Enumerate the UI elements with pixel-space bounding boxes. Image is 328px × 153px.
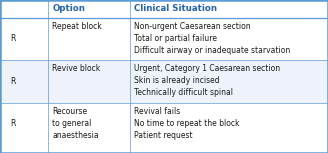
- Text: Option: Option: [52, 4, 85, 13]
- Text: Revive block: Revive block: [52, 65, 101, 73]
- Text: Technically difficult spinal: Technically difficult spinal: [134, 88, 234, 97]
- Text: R: R: [10, 77, 15, 86]
- Text: Difficult airway or inadequate starvation: Difficult airway or inadequate starvatio…: [134, 46, 291, 55]
- Text: anaesthesia: anaesthesia: [52, 131, 99, 140]
- Bar: [0, 103, 328, 145]
- Text: Patient request: Patient request: [134, 131, 193, 140]
- Text: Repeat block: Repeat block: [52, 22, 102, 31]
- Text: Total or partial failure: Total or partial failure: [134, 34, 217, 43]
- Text: R: R: [10, 119, 15, 128]
- Bar: [0, 60, 328, 103]
- Text: Urgent, Category 1 Caesarean section: Urgent, Category 1 Caesarean section: [134, 65, 281, 73]
- Text: No time to repeat the block: No time to repeat the block: [134, 119, 240, 128]
- Text: Recourse: Recourse: [52, 107, 88, 116]
- Bar: [0, 18, 328, 60]
- Text: Revival fails: Revival fails: [134, 107, 181, 116]
- Text: Clinical Situation: Clinical Situation: [134, 4, 217, 13]
- Text: Skin is already incised: Skin is already incised: [134, 76, 220, 85]
- Text: Non-urgent Caesarean section: Non-urgent Caesarean section: [134, 22, 251, 31]
- Text: R: R: [10, 34, 15, 43]
- Text: to general: to general: [52, 119, 92, 128]
